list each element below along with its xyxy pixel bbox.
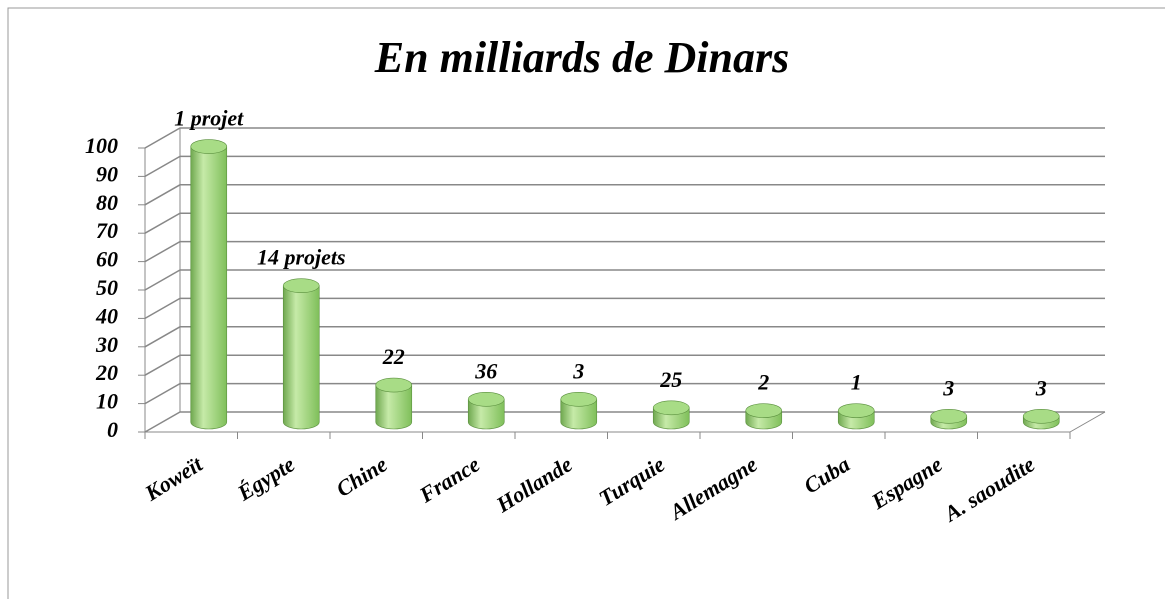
- y-tick-label: 20: [95, 360, 118, 385]
- bar-top: [1022, 409, 1060, 424]
- bar-top: [837, 403, 875, 418]
- x-tick-label: Espagne: [866, 451, 947, 514]
- x-tick-label: Cuba: [799, 451, 854, 498]
- grid-line: [144, 269, 1105, 291]
- grid-line: [144, 212, 1105, 234]
- bar-top: [190, 139, 228, 154]
- grid-line: [144, 127, 1105, 149]
- bar-annotation: 3: [1035, 375, 1047, 400]
- bar-annotation: 22: [382, 344, 405, 369]
- bar: [282, 285, 320, 430]
- bar-annotation: 2: [757, 370, 769, 395]
- y-tick-label: 10: [96, 389, 118, 414]
- grid-line: [144, 297, 1105, 320]
- chart-title: En milliards de Dinars: [374, 33, 789, 82]
- grid-line: [144, 382, 1105, 405]
- bar: [467, 398, 505, 430]
- bar-annotation: 3: [942, 375, 954, 400]
- grid-line: [144, 184, 1105, 206]
- bar-top: [652, 400, 690, 416]
- x-tick-label: Égypte: [232, 451, 299, 506]
- y-tick-label: 30: [95, 332, 118, 357]
- bar-top: [282, 278, 320, 293]
- y-tick-label: 0: [107, 417, 118, 442]
- grid-line: [144, 326, 1105, 348]
- x-tick-label: Turquie: [594, 451, 669, 511]
- bar-top: [560, 391, 598, 407]
- chart-frame: [7, 7, 1165, 599]
- grid-line: [144, 411, 1105, 433]
- bar-top: [745, 403, 783, 418]
- bar-annotation: 36: [474, 358, 497, 383]
- floor-line: [1069, 411, 1106, 433]
- y-tick-label: 40: [95, 303, 118, 328]
- grid-line: [144, 155, 1105, 178]
- grid-line: [144, 354, 1105, 376]
- x-tick-label: Chine: [332, 451, 392, 501]
- bar-annotation: 1: [851, 370, 862, 395]
- y-tick-label: 100: [85, 133, 118, 158]
- x-tick-label: A. saoudite: [938, 451, 1039, 527]
- grid-line: [144, 240, 1105, 263]
- y-tick-label: 50: [96, 275, 118, 300]
- y-tick-label: 60: [96, 247, 118, 272]
- bar-annotation: 25: [659, 367, 682, 392]
- bar: [560, 398, 598, 430]
- bar-annotation: 3: [572, 358, 584, 383]
- y-tick-label: 70: [96, 218, 118, 243]
- bar: [190, 146, 228, 430]
- bar-top: [930, 409, 968, 424]
- bar-top: [467, 391, 505, 407]
- bar: [375, 384, 413, 430]
- bar-annotation: 1 projet: [174, 106, 244, 131]
- x-tick-label: Allemagne: [664, 451, 762, 525]
- x-tick-label: Hollande: [491, 451, 577, 518]
- y-tick-label: 90: [96, 161, 118, 186]
- x-tick-label: Koweït: [140, 451, 208, 506]
- y-tick-label: 80: [96, 190, 118, 215]
- bar-annotation: 14 projets: [257, 245, 346, 270]
- bar-top: [375, 377, 413, 393]
- x-tick-label: France: [414, 451, 484, 508]
